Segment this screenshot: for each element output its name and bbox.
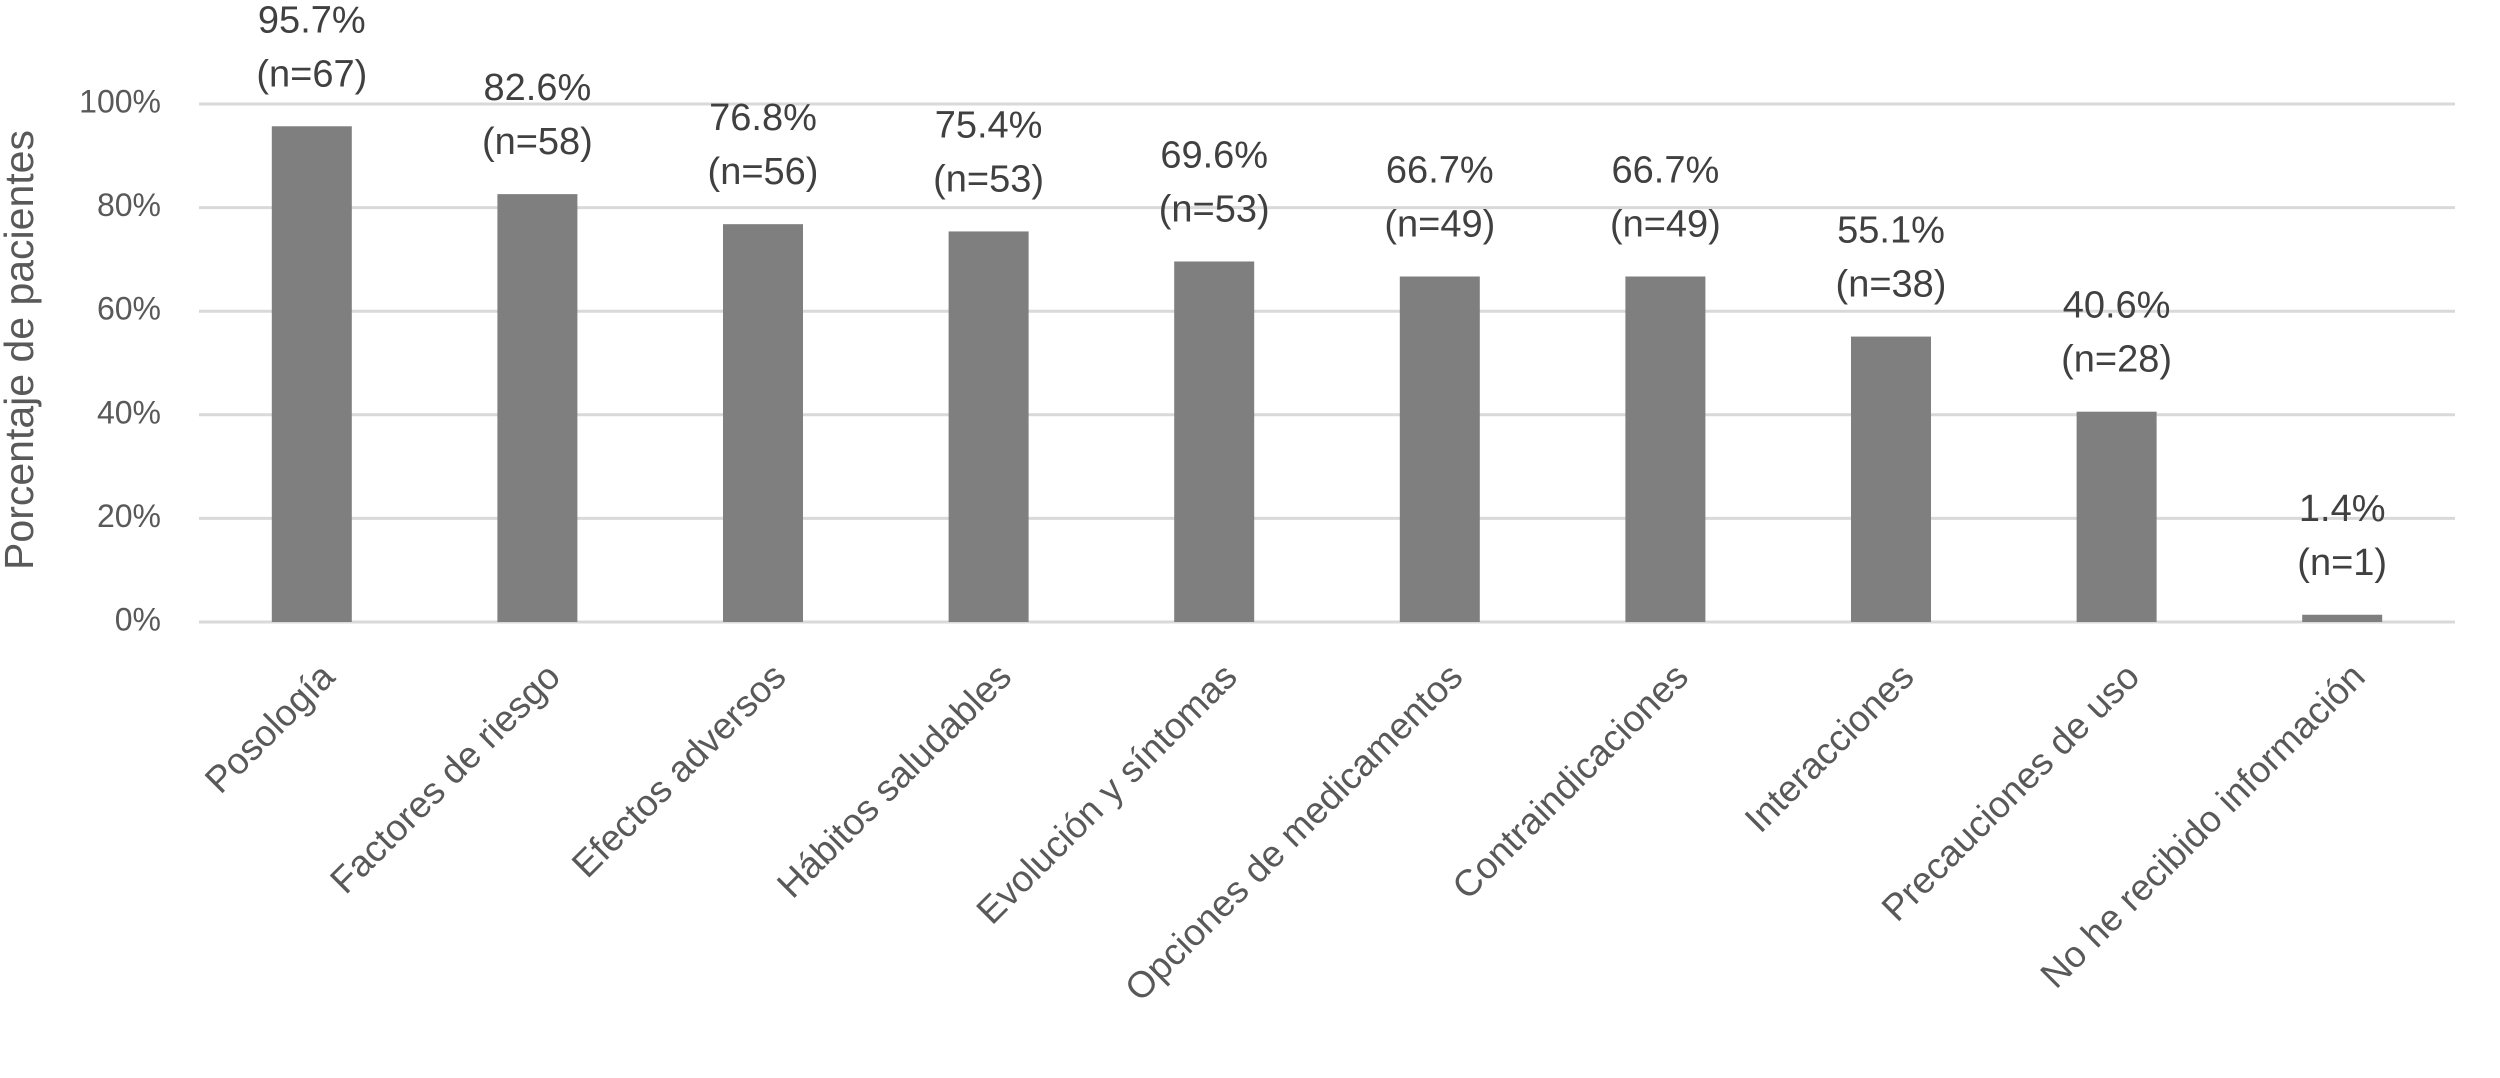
count-label: (n=1)	[2297, 542, 2387, 584]
x-tick-label: Efectos adversos	[564, 656, 794, 886]
data-label: 82.6%	[484, 67, 592, 109]
y-axis-title: Porcentaje de pacientes	[0, 130, 42, 570]
x-tick-label: Posología	[197, 655, 343, 801]
data-label: 76.8%	[709, 97, 817, 139]
count-label: (n=53)	[1159, 189, 1270, 231]
x-tick-label: Contraindicaciones	[1444, 656, 1696, 908]
y-tick-label: 100%	[79, 83, 161, 119]
data-label: 69.6%	[1160, 135, 1268, 177]
data-label: 66.7%	[1386, 150, 1494, 192]
x-tick-label: Evolución y síntomas	[969, 656, 1245, 932]
data-label: 1.4%	[2299, 488, 2386, 530]
bar	[1625, 276, 1706, 622]
x-tick-label: Factores de riesgo	[322, 656, 568, 902]
count-label: (n=58)	[482, 121, 593, 163]
count-label: (n=53)	[933, 158, 1044, 200]
data-label: 75.4%	[935, 104, 1043, 146]
data-label: 55.1%	[1837, 210, 1945, 252]
bar	[1851, 336, 1931, 622]
count-label: (n=56)	[708, 151, 819, 193]
bar	[2076, 411, 2157, 622]
y-tick-label: 20%	[97, 498, 161, 534]
bar	[271, 126, 352, 623]
y-tick-label: 40%	[97, 394, 161, 430]
bar	[1399, 276, 1480, 622]
data-label: 66.7%	[1612, 150, 1720, 192]
count-label: (n=28)	[2061, 339, 2172, 381]
y-tick-label: 80%	[97, 187, 161, 223]
bar	[2302, 614, 2383, 622]
x-tick-label: Interacciones	[1737, 656, 1922, 841]
data-label: 95.7%	[258, 0, 366, 41]
bar	[948, 231, 1029, 623]
y-tick-label: 0%	[115, 601, 161, 637]
x-tick-label: Precauciones de uso	[1874, 656, 2147, 929]
bar	[1174, 261, 1255, 622]
bar	[723, 224, 803, 622]
data-label: 40.6%	[2063, 285, 2171, 327]
x-tick-label: Hábitos saludables	[769, 656, 1019, 906]
count-label: (n=49)	[1610, 204, 1721, 246]
count-label: (n=49)	[1384, 204, 1495, 246]
bar	[497, 194, 578, 622]
count-label: (n=67)	[256, 53, 367, 95]
y-tick-label: 60%	[97, 291, 161, 327]
count-label: (n=38)	[1836, 264, 1947, 306]
